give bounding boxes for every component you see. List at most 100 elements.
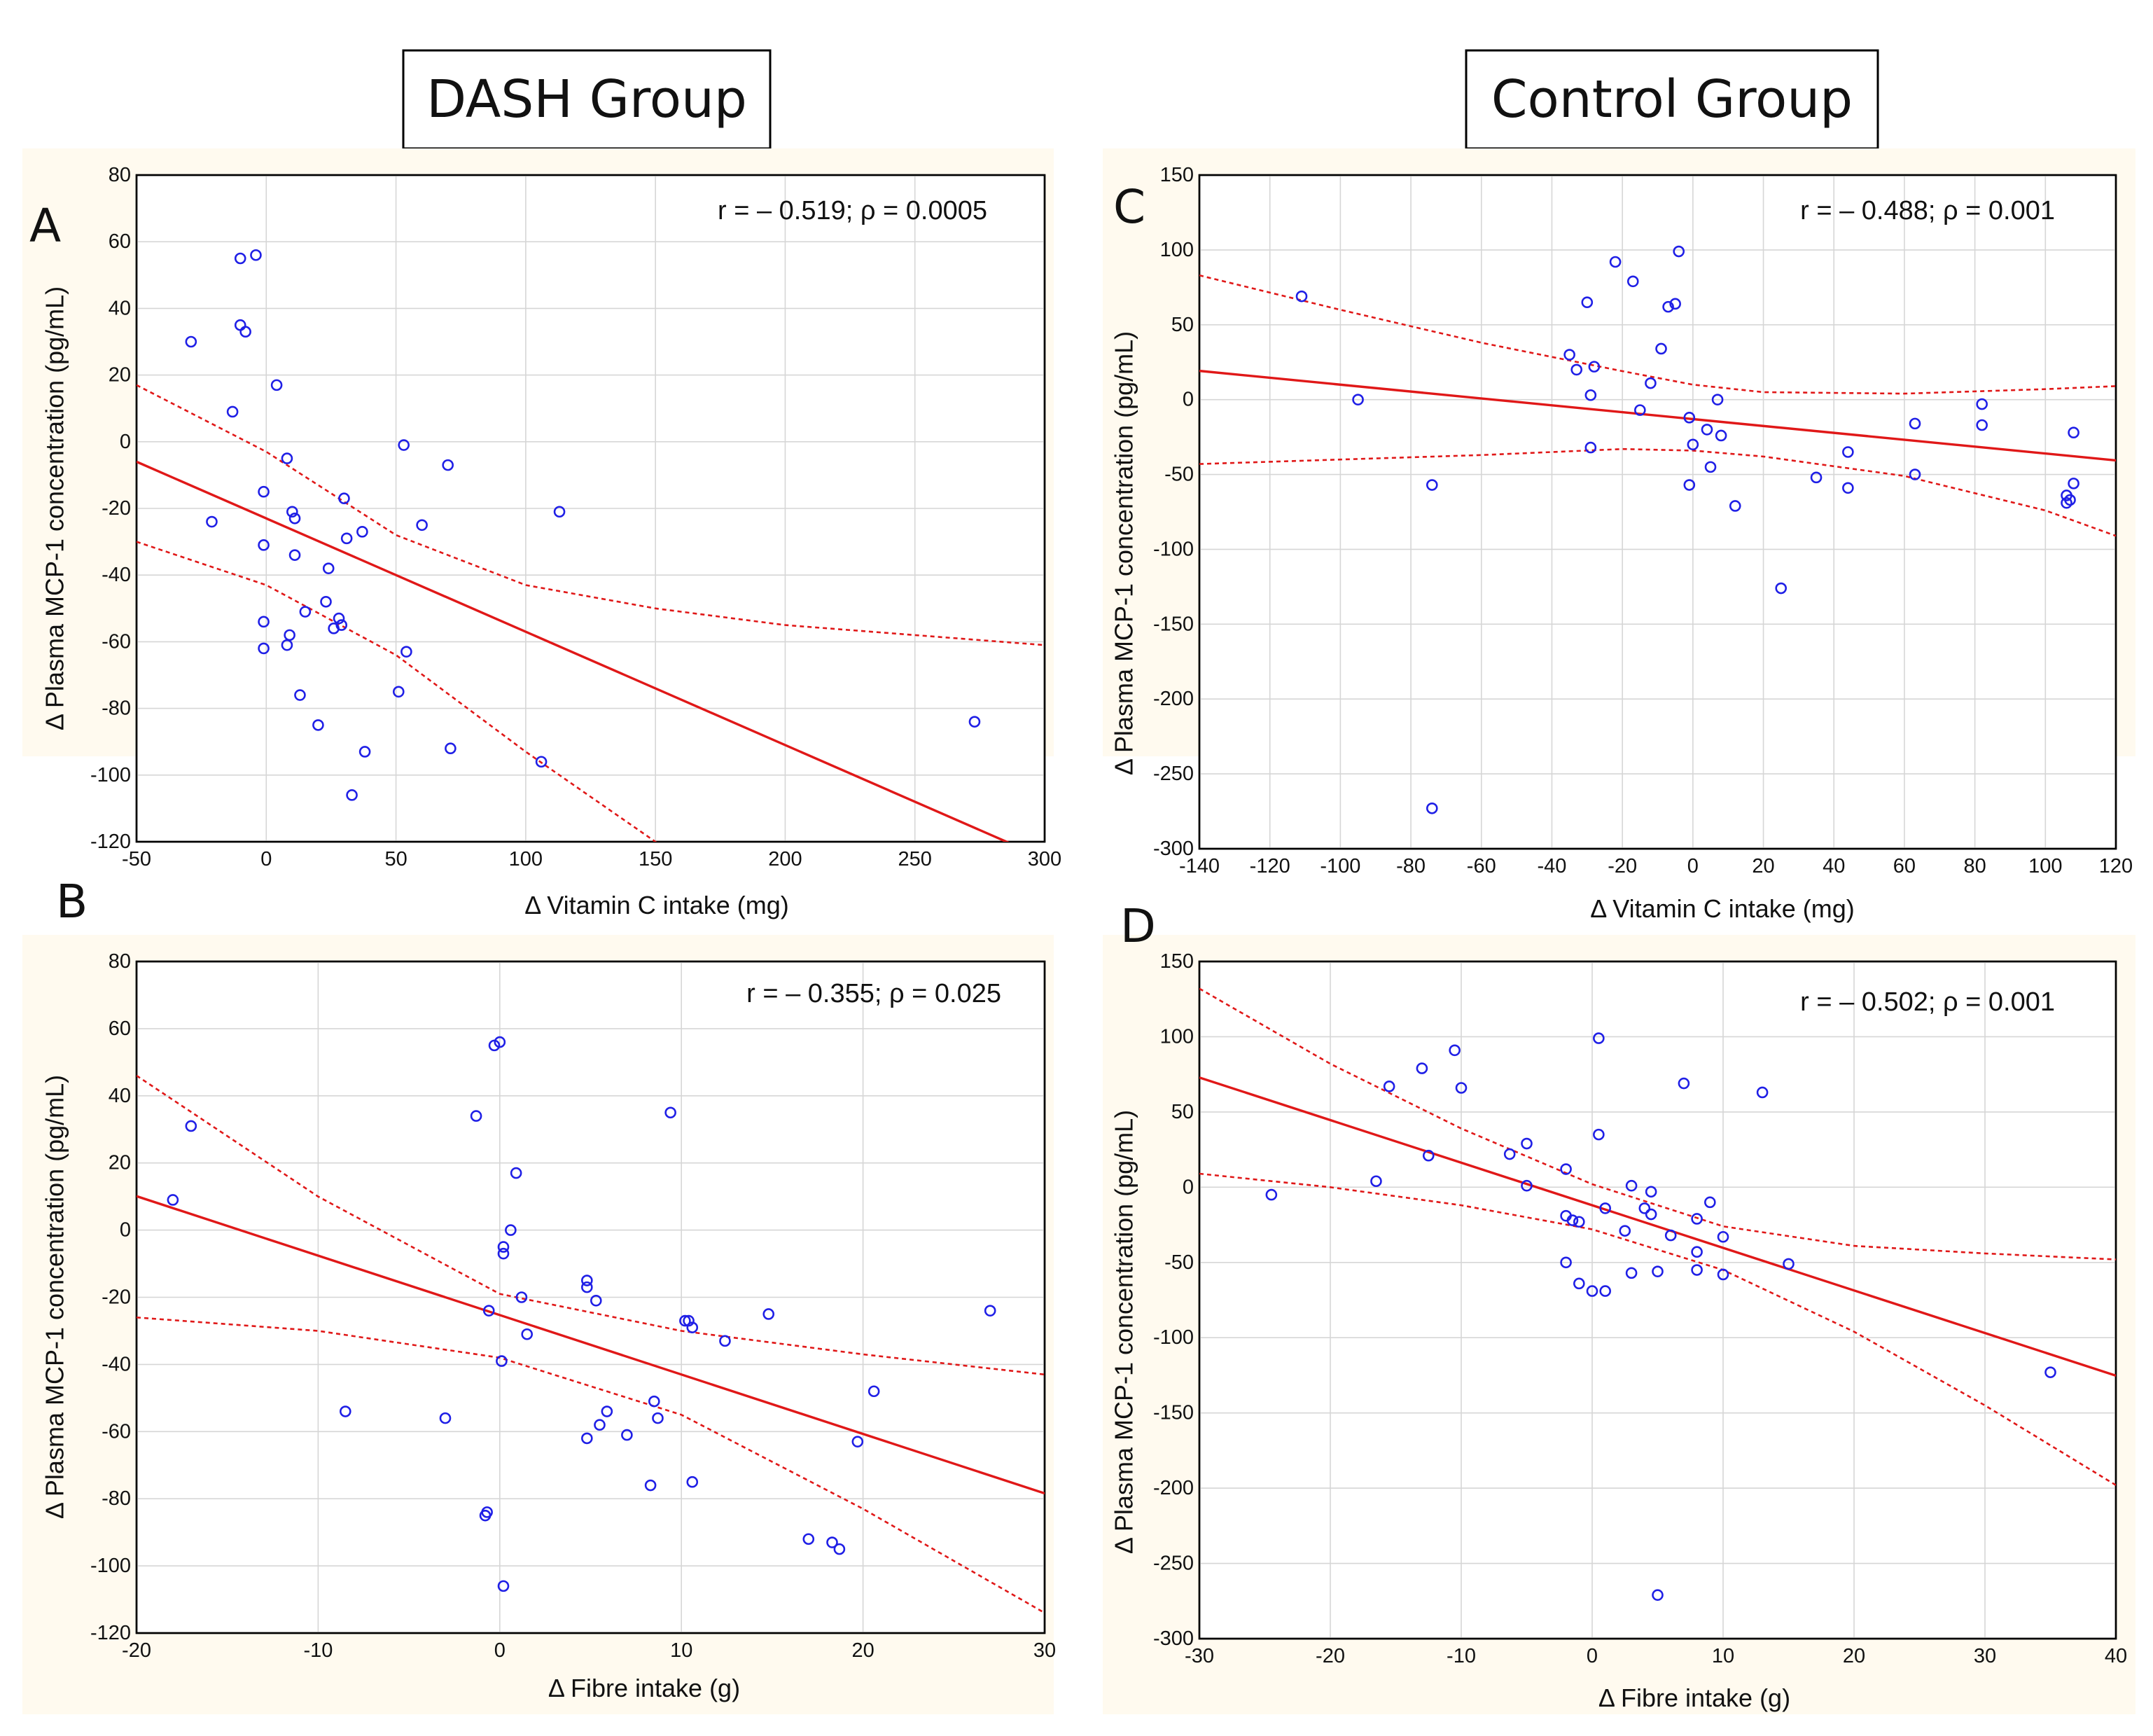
x-tick-label: 0 (1687, 855, 1699, 877)
data-point (1560, 1163, 1572, 1175)
data-point (2068, 478, 2079, 489)
data-point (497, 1580, 510, 1592)
y-tick-label: 150 (1160, 164, 1194, 186)
data-point (1599, 1285, 1611, 1297)
data-point (1652, 1589, 1664, 1601)
data-point (400, 646, 412, 658)
data-point (479, 1509, 492, 1522)
data-point (1563, 349, 1575, 361)
confidence-band-lower (1199, 447, 2116, 537)
y-tick-label: 100 (1160, 1025, 1194, 1048)
y-tick-label: -60 (102, 630, 131, 653)
data-point (185, 335, 197, 348)
x-axis-label: Δ Vitamin C intake (mg) (524, 891, 789, 919)
y-tick-label: -60 (102, 1420, 131, 1443)
data-point (984, 1305, 996, 1317)
y-tick-label: 50 (1171, 314, 1194, 336)
data-point (1581, 296, 1594, 309)
data-point (1560, 1256, 1572, 1269)
data-point (442, 459, 454, 471)
data-point (1683, 479, 1696, 491)
y-tick-label: -300 (1153, 1627, 1194, 1650)
data-point (1645, 1208, 1657, 1221)
data-point (1783, 1258, 1795, 1270)
data-point (281, 452, 293, 464)
y-tick-label: 50 (1171, 1101, 1194, 1123)
x-tick-label: 10 (670, 1639, 692, 1662)
y-tick-label: 0 (120, 1219, 131, 1242)
dash-group-title-box: DASH Group (402, 49, 772, 150)
panel-letter: A (29, 199, 61, 253)
data-point (1691, 1213, 1703, 1225)
confidence-band-lower (137, 541, 657, 842)
data-point (1426, 802, 1438, 814)
x-tick-label: -120 (1250, 855, 1290, 877)
data-point (644, 1479, 657, 1492)
data-point (226, 405, 239, 418)
y-tick-label: 60 (109, 230, 131, 253)
data-point (1701, 424, 1713, 436)
y-tick-label: -40 (102, 1353, 131, 1375)
data-point (1503, 1148, 1516, 1160)
data-point (185, 1120, 197, 1132)
data-point (1756, 1086, 1769, 1099)
y-tick-label: 150 (1160, 950, 1194, 973)
data-point (258, 539, 270, 551)
data-point (239, 326, 251, 338)
data-point (686, 1475, 699, 1488)
y-tick-label: -50 (1164, 1251, 1194, 1274)
y-tick-label: -40 (102, 564, 131, 586)
plot-frame (135, 960, 1046, 1634)
y-tick-label: -250 (1153, 763, 1194, 785)
correlation-annotation: r = – 0.355; ρ = 0.025 (746, 979, 1001, 1008)
y-axis-label: Δ Plasma MCP-1 concentration (pg/mL) (41, 286, 69, 730)
x-tick-label: -80 (1396, 855, 1426, 877)
data-point (1645, 1186, 1657, 1198)
data-point (1687, 438, 1699, 451)
data-point (868, 1385, 880, 1398)
y-tick-label: 0 (120, 431, 131, 453)
data-point (652, 1412, 664, 1424)
data-point (1593, 1128, 1605, 1141)
y-tick-label: 100 (1160, 239, 1194, 261)
regression-lines (137, 384, 1045, 842)
data-point (664, 1106, 676, 1119)
data-point (1645, 377, 1657, 389)
data-point (497, 1241, 510, 1253)
data-point (1683, 412, 1696, 424)
x-tick-label: 10 (1712, 1645, 1734, 1667)
data-point (299, 606, 312, 618)
x-tick-label: 40 (2105, 1645, 2127, 1667)
data-point (1704, 1196, 1716, 1209)
x-tick-label: 100 (2028, 855, 2062, 877)
correlation-annotation: r = – 0.502; ρ = 0.001 (1800, 987, 2055, 1017)
y-tick-label: -120 (90, 831, 131, 853)
data-point (968, 716, 981, 728)
x-tick-label: -100 (1320, 855, 1360, 877)
x-axis-label: Δ Vitamin C intake (mg) (1590, 894, 1855, 923)
plot-area (1198, 174, 2117, 850)
x-tick-label: 50 (384, 848, 407, 870)
data-point (1599, 1202, 1611, 1214)
data-point (1521, 1179, 1533, 1192)
gridlines (137, 961, 1045, 1633)
data-point (1717, 1268, 1729, 1281)
data-point (288, 549, 301, 561)
data-point (338, 492, 350, 505)
data-point (679, 1314, 691, 1327)
data-point (515, 1291, 528, 1303)
data-point (470, 1110, 482, 1122)
data-point (1370, 1175, 1382, 1188)
data-point (288, 512, 301, 525)
x-tick-label: 150 (639, 848, 672, 870)
y-axis-label: Δ Plasma MCP-1 concentration (pg/mL) (41, 1075, 69, 1519)
data-point (439, 1412, 452, 1424)
data-point (340, 1405, 351, 1417)
data-point (358, 746, 371, 758)
data-point (1842, 482, 1854, 494)
data-point (1295, 290, 1308, 303)
panel-letter: D (1120, 899, 1156, 953)
data-point (1625, 1179, 1638, 1192)
data-point (1652, 1265, 1664, 1277)
